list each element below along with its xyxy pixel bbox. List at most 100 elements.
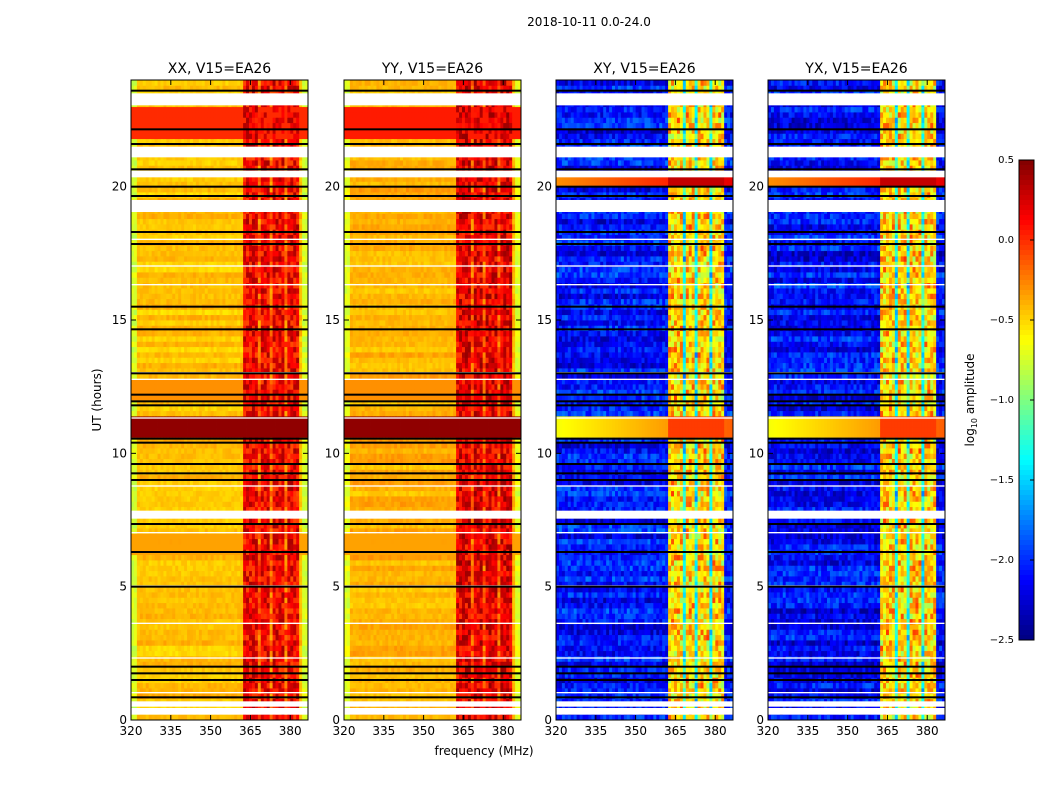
heatmap-cell xyxy=(279,453,282,459)
heatmap-cell xyxy=(199,288,202,294)
heatmap-cell xyxy=(246,640,249,646)
heatmap-cell xyxy=(199,277,202,283)
heatmap-cell xyxy=(276,453,279,459)
heatmap-cell xyxy=(284,560,287,566)
heatmap-cell xyxy=(175,597,178,603)
heatmap-cell xyxy=(273,363,276,369)
heatmap-cell xyxy=(252,411,255,417)
heatmap-cell xyxy=(299,416,302,422)
heatmap-cell xyxy=(284,315,287,321)
heatmap-cell xyxy=(220,592,223,598)
heatmap-cell xyxy=(184,608,187,614)
heatmap-cell xyxy=(202,283,205,289)
heatmap-cell xyxy=(264,555,267,561)
heatmap-cell xyxy=(143,427,146,433)
heatmap-cell xyxy=(166,427,169,433)
heatmap-cell xyxy=(140,453,143,459)
heatmap-cell xyxy=(290,645,293,651)
heatmap-cell xyxy=(152,352,155,358)
heatmap-cell xyxy=(149,640,152,646)
heatmap-cell xyxy=(143,299,146,305)
heatmap-cell xyxy=(149,299,152,305)
heatmap-cell xyxy=(208,453,211,459)
heatmap-cell xyxy=(163,624,166,630)
heatmap-cell xyxy=(137,352,140,358)
heatmap-cell xyxy=(143,635,146,641)
heatmap-cell xyxy=(264,341,267,347)
heatmap-cell xyxy=(231,357,234,363)
heatmap-cell xyxy=(293,613,296,619)
heatmap-cell xyxy=(143,592,146,598)
heatmap-cell xyxy=(131,565,134,571)
heatmap-cell xyxy=(231,432,234,438)
heatmap-cell xyxy=(296,453,299,459)
heatmap-cell xyxy=(270,608,273,614)
heatmap-cell xyxy=(193,432,196,438)
heatmap-cell xyxy=(143,576,146,582)
heatmap-cell xyxy=(214,432,217,438)
heatmap-cell xyxy=(187,363,190,369)
heatmap-cell xyxy=(149,448,152,454)
heatmap-cell xyxy=(290,347,293,353)
heatmap-cell xyxy=(255,629,258,635)
heatmap-cell xyxy=(193,640,196,646)
heatmap-cell xyxy=(214,603,217,609)
heatmap-cell xyxy=(255,645,258,651)
heatmap-cell xyxy=(296,432,299,438)
heatmap-cell xyxy=(284,603,287,609)
heatmap-cell xyxy=(249,341,252,347)
heatmap-cell xyxy=(199,496,202,502)
heatmap-cell xyxy=(184,320,187,326)
heatmap-cell xyxy=(231,341,234,347)
heatmap-cell xyxy=(140,309,143,315)
heatmap-cell xyxy=(255,683,258,689)
heatmap-cell xyxy=(211,491,214,497)
heatmap-cell xyxy=(196,635,199,641)
heatmap-cell xyxy=(214,347,217,353)
heatmap-cell xyxy=(279,592,282,598)
heatmap-cell xyxy=(166,320,169,326)
heatmap-cell xyxy=(137,560,140,566)
heatmap-cell xyxy=(222,603,225,609)
heatmap-cell xyxy=(222,357,225,363)
heatmap-cell xyxy=(178,432,181,438)
heatmap-cell xyxy=(240,336,243,342)
heatmap-cell xyxy=(163,565,166,571)
heatmap-cell xyxy=(234,416,237,422)
heatmap-cell xyxy=(190,299,193,305)
heatmap-cell xyxy=(231,347,234,353)
heatmap-cell xyxy=(146,576,149,582)
heatmap-cell xyxy=(222,544,225,550)
heatmap-cell xyxy=(193,453,196,459)
heatmap-cell xyxy=(140,560,143,566)
heatmap-cell xyxy=(196,597,199,603)
heatmap-cell xyxy=(287,683,290,689)
heatmap-cell xyxy=(166,416,169,422)
heatmap-cell xyxy=(279,491,282,497)
heatmap-cell xyxy=(184,309,187,315)
heatmap-cell xyxy=(231,352,234,358)
heatmap-cell xyxy=(161,341,164,347)
heatmap-cell xyxy=(187,544,190,550)
heatmap-cell xyxy=(225,320,228,326)
heatmap-cell xyxy=(281,539,284,545)
heatmap-cell xyxy=(293,656,296,662)
heatmap-cell xyxy=(249,448,252,454)
heatmap-cell xyxy=(237,603,240,609)
heatmap-cell xyxy=(163,571,166,577)
heatmap-cell xyxy=(193,560,196,566)
heatmap-cell xyxy=(181,421,184,427)
heatmap-cell xyxy=(249,299,252,305)
heatmap-cell xyxy=(184,416,187,422)
heatmap-cell xyxy=(214,341,217,347)
heatmap-cell xyxy=(281,320,284,326)
heatmap-cell xyxy=(199,384,202,390)
heatmap-cell xyxy=(284,448,287,454)
heatmap-cell xyxy=(137,491,140,497)
heatmap-cell xyxy=(225,603,228,609)
heatmap-cell xyxy=(149,571,152,577)
heatmap-cell xyxy=(220,421,223,427)
heatmap-cell xyxy=(178,640,181,646)
heatmap-cell xyxy=(190,427,193,433)
heatmap-cell xyxy=(187,656,190,662)
